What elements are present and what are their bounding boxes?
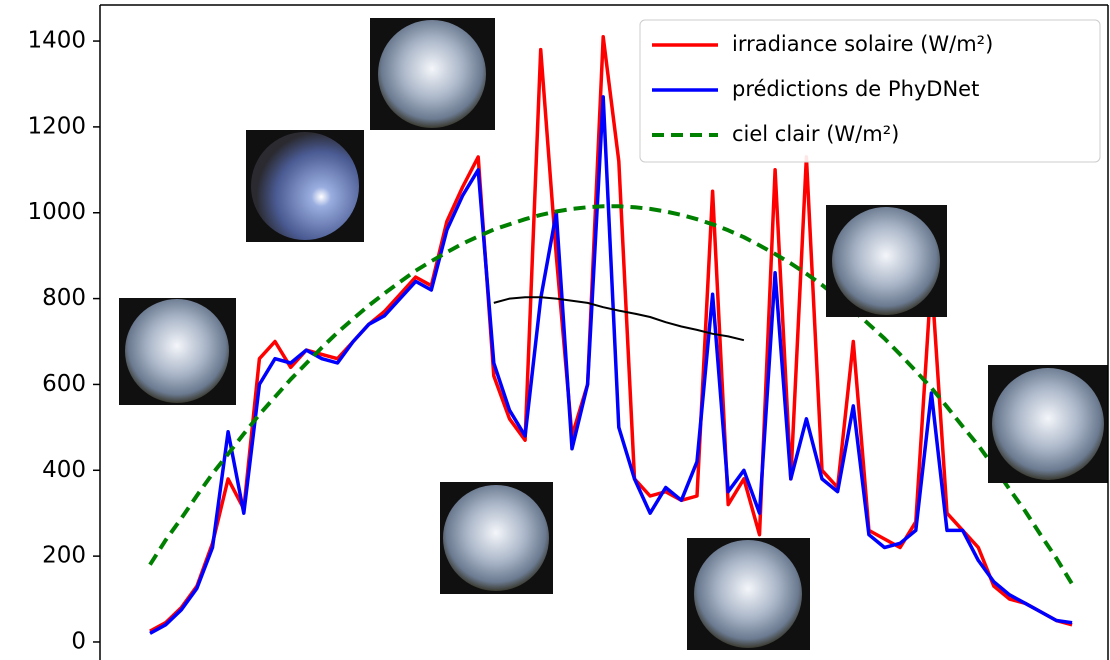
legend-label: ciel clair (W/m²) (732, 122, 899, 146)
y-tick-label: 1000 (27, 199, 86, 225)
y-tick-label: 600 (42, 371, 86, 397)
y-tick-label: 400 (42, 457, 86, 483)
y-tick-label: 1200 (27, 113, 86, 139)
sky-image (687, 538, 810, 650)
legend: irradiance solaire (W/m²) prédictions de … (639, 19, 1101, 163)
series-line (148, 204, 1074, 586)
sky-image (826, 205, 947, 317)
series-line (493, 296, 745, 342)
y-tick-label: 1400 (27, 28, 86, 54)
sky-image (370, 18, 495, 130)
y-tick-label: 200 (42, 543, 86, 569)
y-tick-label: 0 (71, 628, 86, 654)
axes: 0 200 400 600 800 1000 1200 1400 (27, 4, 1109, 660)
legend-label: prédictions de PhyDNet (732, 77, 979, 101)
plot-area (148, 35, 1074, 635)
sky-images (119, 18, 1108, 650)
y-tick-label: 800 (42, 285, 86, 311)
series-line (149, 95, 1073, 635)
sky-image (246, 130, 364, 242)
sky-image (119, 298, 236, 405)
sky-image (440, 482, 553, 594)
sky-image (988, 365, 1108, 483)
legend-label: irradiance solaire (W/m²) (732, 32, 993, 56)
